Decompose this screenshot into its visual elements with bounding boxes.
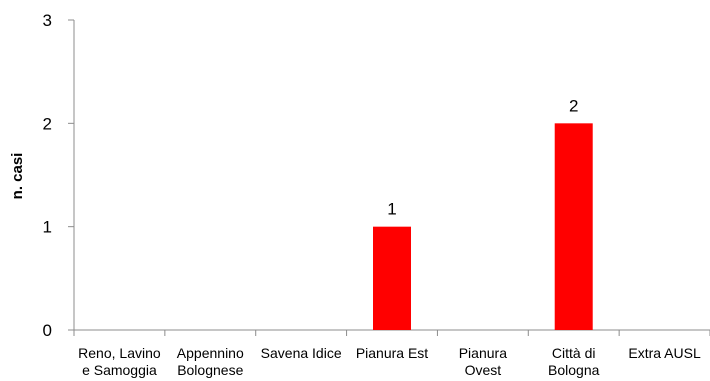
- y-tick-label: 0: [43, 321, 52, 340]
- y-tick-label: 3: [43, 11, 52, 30]
- bars: [373, 123, 593, 330]
- x-tick-label: Savena Idice: [261, 345, 342, 361]
- x-tick-label: Appennino: [177, 345, 244, 361]
- y-tick-label: 1: [43, 218, 52, 237]
- bar: [373, 226, 411, 330]
- x-tick-label: Bologna: [548, 362, 600, 378]
- x-tick-label: Ovest: [465, 362, 502, 378]
- y-axis-ticks: 0 1 2 3: [43, 11, 74, 340]
- x-tick-label: Reno, Lavino: [78, 345, 161, 361]
- y-axis-title: n. casi: [9, 153, 26, 200]
- data-label: 1: [387, 200, 396, 219]
- x-tick-label: Extra AUSL: [628, 345, 701, 361]
- bar: [554, 123, 593, 330]
- x-tick-label: e Samoggia: [82, 362, 157, 378]
- data-labels: 12: [387, 96, 578, 218]
- x-tick-label: Città di: [552, 345, 596, 361]
- data-label: 2: [569, 96, 578, 115]
- x-tick-label: Bolognese: [177, 362, 243, 378]
- y-tick-label: 2: [43, 114, 52, 133]
- x-tick-label: Pianura: [459, 345, 507, 361]
- x-tick-label: Pianura Est: [356, 345, 428, 361]
